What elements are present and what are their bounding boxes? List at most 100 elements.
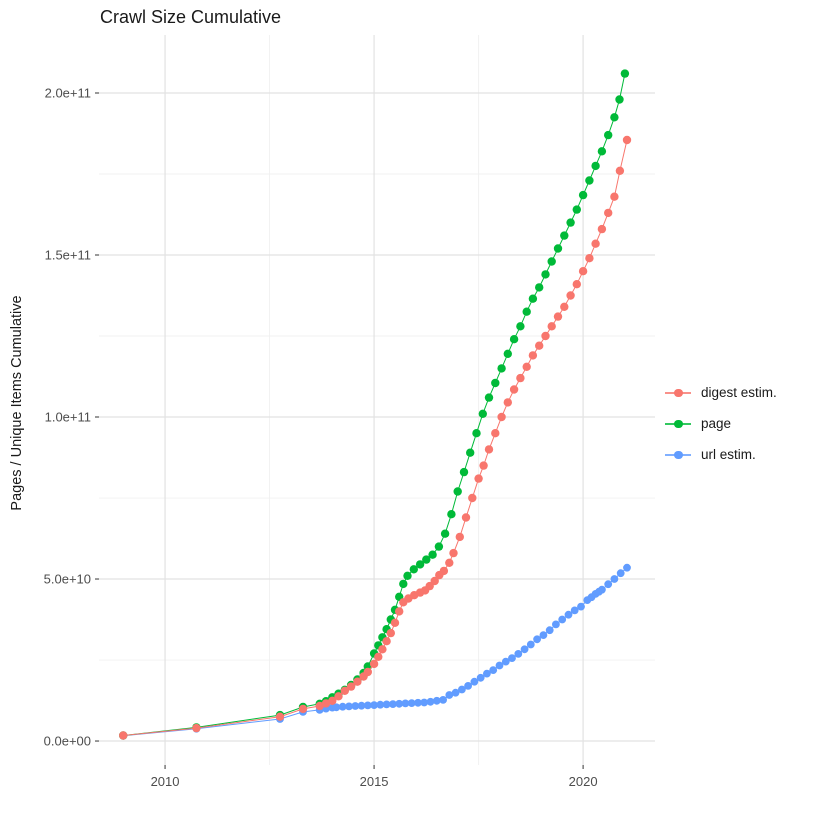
- data-point: [461, 513, 471, 522]
- data-point: [535, 283, 544, 292]
- data-point: [440, 529, 450, 538]
- data-point: [585, 176, 594, 185]
- data-point: [604, 580, 613, 589]
- data-point: [516, 322, 525, 331]
- data-point: [620, 69, 630, 78]
- data-point: [478, 409, 487, 418]
- data-point: [610, 192, 619, 201]
- data-point: [447, 510, 456, 519]
- data-point: [328, 696, 337, 705]
- data-point: [572, 205, 581, 214]
- data-point: [445, 558, 454, 567]
- data-point: [338, 702, 347, 711]
- data-point: [439, 566, 449, 576]
- data-point: [315, 701, 324, 711]
- data-point: [382, 700, 391, 709]
- data-point: [298, 704, 308, 714]
- legend-key-icon: [664, 448, 692, 462]
- x-tick-label: 2015: [360, 774, 389, 789]
- data-point: [610, 113, 619, 122]
- data-point: [570, 606, 579, 615]
- data-point: [351, 702, 360, 710]
- data-point: [363, 701, 372, 710]
- data-point: [539, 631, 548, 639]
- data-point: [334, 692, 343, 701]
- data-point: [346, 682, 356, 691]
- data-point: [572, 280, 581, 289]
- legend-item-digest-estim: digest estim.: [664, 377, 777, 408]
- data-point: [376, 700, 385, 709]
- data-point: [566, 218, 575, 227]
- data-point: [468, 493, 477, 503]
- data-point: [449, 548, 458, 558]
- grid-major: [99, 35, 655, 765]
- data-point: [553, 312, 563, 321]
- data-point: [522, 362, 531, 371]
- data-point: [374, 652, 383, 661]
- data-point: [547, 322, 556, 331]
- data-point: [597, 147, 607, 156]
- y-tick-label: 5.0e+10: [44, 572, 91, 587]
- data-point: [598, 585, 606, 594]
- legend: digest estim. page url estim.: [664, 377, 777, 470]
- data-point: [119, 731, 128, 740]
- data-point: [552, 620, 560, 629]
- data-point: [476, 673, 485, 682]
- data-point: [399, 579, 408, 589]
- x-tick-label: 2010: [151, 774, 180, 789]
- data-point: [422, 555, 431, 564]
- data-point: [604, 130, 613, 140]
- data-point: [484, 445, 494, 454]
- data-point: [610, 575, 619, 583]
- data-point: [615, 166, 625, 175]
- data-point: [597, 224, 607, 234]
- data-point: [509, 335, 519, 344]
- data-point: [472, 429, 481, 438]
- data-point: [616, 569, 625, 578]
- data-point: [495, 661, 504, 670]
- data-point: [483, 669, 491, 678]
- data-point: [522, 307, 531, 316]
- data-point: [432, 696, 441, 705]
- data-point: [389, 700, 397, 708]
- data-point: [622, 135, 632, 145]
- data-point: [577, 602, 585, 611]
- data-point: [426, 697, 435, 706]
- data-point: [401, 699, 410, 708]
- y-tick-label: 1.5e+11: [45, 248, 91, 263]
- data-point: [353, 677, 362, 686]
- data-point: [466, 448, 475, 457]
- data-point: [464, 682, 472, 690]
- x-tick-label: 2020: [569, 774, 598, 789]
- data-point: [489, 666, 498, 674]
- data-point: [470, 677, 479, 686]
- y-tick-label: 1.0e+11: [45, 410, 91, 425]
- data-point: [370, 701, 378, 709]
- data-point: [497, 364, 506, 373]
- data-point: [566, 291, 575, 300]
- data-point: [451, 688, 460, 697]
- data-point: [407, 699, 416, 707]
- data-point: [479, 461, 488, 470]
- data-point: [363, 667, 372, 677]
- data-point: [501, 657, 510, 666]
- data-point: [474, 474, 483, 483]
- data-point: [541, 270, 550, 279]
- data-point: [345, 702, 353, 711]
- data-point: [369, 659, 379, 669]
- legend-label: digest estim.: [701, 385, 777, 400]
- chart-title: Crawl Size Cumulative: [100, 7, 282, 27]
- y-tick-label: 0.0e+00: [44, 734, 91, 749]
- data-point: [439, 696, 447, 704]
- data-point: [533, 635, 541, 644]
- data-point: [415, 560, 425, 569]
- data-point: [578, 190, 588, 200]
- data-point: [503, 398, 512, 407]
- data-point: [428, 550, 437, 559]
- data-point: [508, 654, 516, 662]
- data-point: [455, 532, 464, 542]
- legend-key-icon: [664, 386, 692, 400]
- data-point: [560, 302, 569, 311]
